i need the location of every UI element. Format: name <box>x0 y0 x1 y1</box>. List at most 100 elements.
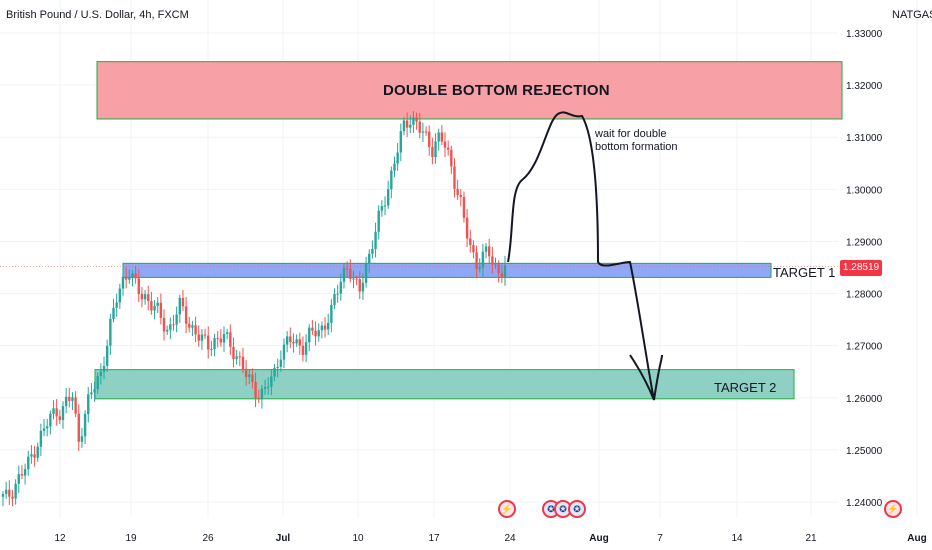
candle-body <box>317 330 320 337</box>
x-tick-label: 10 <box>352 533 364 544</box>
candle-body <box>380 206 384 211</box>
candle-body <box>232 346 235 360</box>
target-2-zone[interactable] <box>94 369 795 400</box>
candle-body <box>109 318 112 346</box>
candle-body <box>77 413 80 442</box>
candle-body <box>124 276 128 280</box>
y-tick-label: 1.28000 <box>846 290 883 301</box>
current-price-tag: 1.28519 <box>840 260 882 276</box>
candle-body <box>358 279 361 292</box>
target-1-zone[interactable] <box>122 262 772 278</box>
candle-body <box>437 132 440 142</box>
candle-body <box>465 217 469 239</box>
hand-drawn-projection[interactable] <box>507 111 663 401</box>
candle-body <box>431 146 434 158</box>
candle-body <box>118 288 122 303</box>
candle-body <box>323 325 327 330</box>
candle-body <box>134 273 137 279</box>
candle-body <box>488 246 491 257</box>
candle-body <box>74 397 77 414</box>
candle-body <box>326 322 330 330</box>
candle-body <box>200 334 204 341</box>
candle-body <box>235 356 238 360</box>
candle-body <box>390 170 393 190</box>
candles <box>1 111 507 507</box>
candle-body <box>320 325 324 331</box>
candle-body <box>36 446 39 458</box>
candle-body <box>481 251 485 268</box>
candle-body <box>244 369 248 377</box>
candle-body <box>23 469 27 476</box>
candle-body <box>112 307 115 319</box>
x-tick-label: 21 <box>805 533 817 544</box>
candle-body <box>333 293 336 305</box>
candle-body <box>248 374 251 377</box>
candle-body <box>472 244 475 253</box>
x-tick-label: 12 <box>54 533 66 544</box>
candle-body <box>446 147 450 150</box>
candle-body <box>443 141 447 148</box>
candle-body <box>386 189 390 206</box>
candle-body <box>260 388 264 400</box>
candle-body <box>267 386 270 388</box>
candle-body <box>71 397 74 401</box>
candle-body <box>459 195 462 197</box>
candle-body <box>42 428 46 431</box>
corner-symbol[interactable]: NATGASU <box>892 9 932 21</box>
lightning-icon[interactable]: ⚡ <box>884 500 902 518</box>
candle-body <box>273 367 276 377</box>
x-tick-label: Jul <box>276 533 291 544</box>
candle-body <box>295 339 298 344</box>
x-tick-label: 7 <box>657 533 663 544</box>
candle-body <box>428 131 431 147</box>
candle-body <box>500 273 504 278</box>
candle-body <box>55 408 58 417</box>
candle-body <box>374 231 377 250</box>
candle-body <box>484 246 488 252</box>
candle-body <box>213 338 216 350</box>
price-axis[interactable]: 1.33000 1.32000 1.31000 1.30000 1.29000 1.280… <box>846 29 883 509</box>
candle-body <box>203 334 207 336</box>
candle-body <box>90 392 93 395</box>
candle-body <box>345 268 349 270</box>
candle-body <box>336 293 339 295</box>
x-tick-label: 17 <box>428 533 440 544</box>
candle-body <box>361 282 365 292</box>
time-axis[interactable]: 12 19 26 Jul 10 17 24 Aug 7 14 21 Aug <box>54 533 926 544</box>
candle-body <box>165 329 169 332</box>
candle-body <box>58 416 62 421</box>
candle-body <box>216 338 219 340</box>
y-tick-label: 1.33000 <box>846 29 883 40</box>
y-tick-label: 1.26000 <box>846 394 883 405</box>
y-tick-label: 1.30000 <box>846 185 883 196</box>
candle-body <box>4 489 8 495</box>
candle-body <box>377 210 380 232</box>
candle-body <box>140 294 144 300</box>
y-tick-label: 1.27000 <box>846 342 883 353</box>
candle-body <box>412 117 415 125</box>
candle-body <box>11 496 14 499</box>
candle-body <box>241 356 245 370</box>
double-bottom-rejection-zone[interactable] <box>96 61 843 120</box>
candle-body <box>121 276 125 289</box>
symbol-title[interactable]: British Pound / U.S. Dollar, 4h, FXCM <box>6 9 189 21</box>
candle-body <box>87 394 90 415</box>
double-bottom-rejection-label: DOUBLE BOTTOM REJECTION <box>383 82 610 99</box>
lightning-icon[interactable]: ⚡ <box>498 500 516 518</box>
candle-body <box>314 330 317 337</box>
candle-body <box>383 205 387 207</box>
y-tick-label: 1.31000 <box>846 133 883 144</box>
candle-body <box>289 336 292 343</box>
candle-body <box>159 302 163 318</box>
us-flag-icon[interactable]: ✪ <box>568 500 586 518</box>
candle-body <box>298 339 301 346</box>
candle-body <box>162 317 166 332</box>
candle-body <box>147 294 150 302</box>
candle-body <box>308 327 311 343</box>
x-tick-label: 24 <box>504 533 516 544</box>
candle-body <box>20 474 24 476</box>
target-2-label: TARGET 2 <box>714 380 777 395</box>
x-tick-label: 26 <box>202 533 214 544</box>
x-tick-label: 14 <box>731 533 743 544</box>
